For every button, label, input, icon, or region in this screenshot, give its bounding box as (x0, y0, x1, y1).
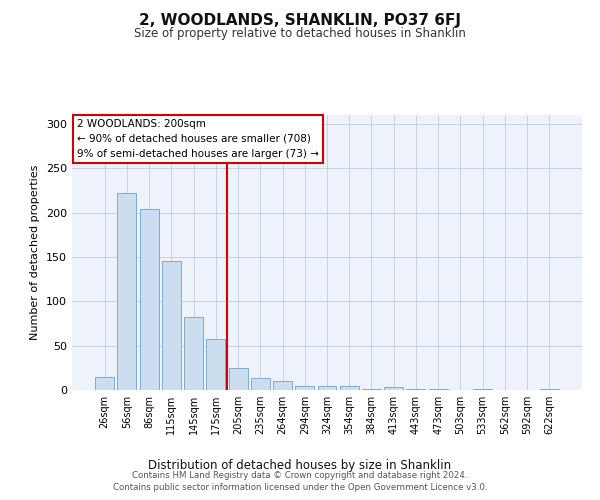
Bar (362, 389, 381, 390)
Bar (473, 389, 492, 390)
Text: Contains HM Land Registry data © Crown copyright and database right 2024.
Contai: Contains HM Land Registry data © Crown c… (113, 471, 487, 492)
Bar (184, 318, 203, 390)
Bar (273, 381, 292, 390)
Text: 2, WOODLANDS, SHANKLIN, PO37 6FJ: 2, WOODLANDS, SHANKLIN, PO37 6FJ (139, 12, 461, 28)
Bar (229, 368, 248, 390)
Bar (406, 389, 425, 390)
Bar (340, 386, 359, 390)
Bar (384, 388, 403, 390)
Bar (118, 193, 136, 390)
Bar (140, 209, 158, 390)
Y-axis label: Number of detached properties: Number of detached properties (31, 165, 40, 340)
Bar (295, 386, 314, 390)
Bar (162, 262, 181, 390)
Text: Distribution of detached houses by size in Shanklin: Distribution of detached houses by size … (148, 460, 452, 472)
Bar (540, 389, 559, 390)
Bar (95, 376, 114, 390)
Text: 2 WOODLANDS: 200sqm
← 90% of detached houses are smaller (708)
9% of semi-detach: 2 WOODLANDS: 200sqm ← 90% of detached ho… (77, 119, 319, 158)
Text: Size of property relative to detached houses in Shanklin: Size of property relative to detached ho… (134, 28, 466, 40)
Bar (317, 386, 337, 390)
Bar (251, 378, 270, 390)
Bar (206, 340, 225, 390)
Bar (429, 389, 448, 390)
